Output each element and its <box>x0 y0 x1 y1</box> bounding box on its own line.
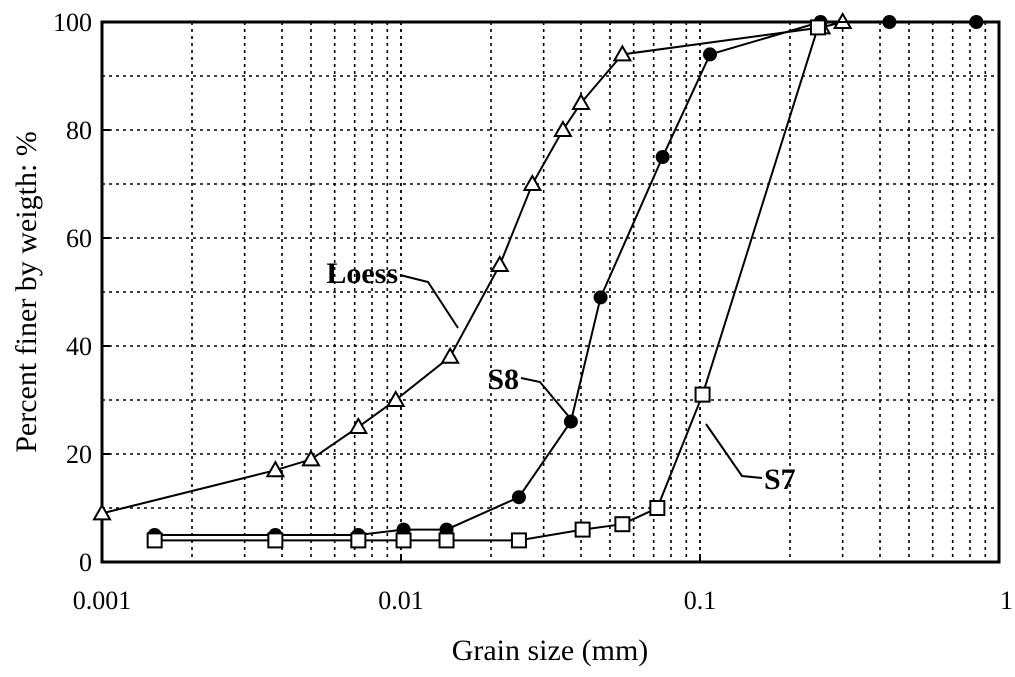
data-point-square <box>694 386 711 403</box>
series-loess <box>92 11 853 521</box>
data-point-square <box>438 532 455 549</box>
data-point-square <box>809 19 826 36</box>
data-point-square <box>267 532 284 549</box>
plot-frame <box>100 20 1001 564</box>
y-axis-title: Percent finer by weigth: % <box>10 131 43 453</box>
x-axis-title: Grain size (mm) <box>452 634 649 667</box>
data-point-triangle <box>265 460 286 478</box>
series-line <box>101 21 843 515</box>
y-tick-label: 80 <box>66 116 92 145</box>
series-line <box>154 27 819 542</box>
series-line <box>154 21 977 536</box>
data-point-triangle <box>522 173 543 191</box>
data-point-square <box>510 532 527 549</box>
data-point-circle <box>655 150 670 164</box>
series-s8 <box>147 15 984 542</box>
data-point-square <box>614 516 631 533</box>
data-point-circle <box>593 290 608 305</box>
annotation-label-s7: S7 <box>764 463 796 496</box>
data-point-square <box>146 532 163 549</box>
data-point-circle <box>702 47 717 62</box>
data-point-circle <box>969 15 984 29</box>
annotation-leader <box>705 423 763 479</box>
data-point-triangle <box>490 254 510 272</box>
series-layer <box>92 11 984 549</box>
x-tick-label: 0.001 <box>73 586 132 615</box>
grid <box>102 22 999 562</box>
data-point-square <box>395 532 412 549</box>
data-point-square <box>649 500 666 516</box>
data-point-triangle <box>301 449 321 467</box>
x-tick-label: 0.1 <box>684 586 717 615</box>
annotation-label-loess: Loess <box>326 257 398 290</box>
data-point-triangle <box>553 119 573 137</box>
data-point-circle <box>511 490 526 505</box>
data-point-square <box>350 532 367 549</box>
data-point-triangle <box>571 92 591 110</box>
annotation-leader <box>399 274 459 329</box>
data-point-circle <box>563 414 578 429</box>
y-tick-label: 100 <box>53 8 92 37</box>
data-point-triangle <box>92 503 112 521</box>
y-tick-label: 0 <box>79 548 92 577</box>
axis-ticks: 0.001 0.01 0.1 1 0 20 40 60 80 100 <box>53 8 1013 615</box>
data-point-square <box>574 521 591 538</box>
y-tick-label: 60 <box>66 224 92 253</box>
data-point-triangle <box>612 44 633 62</box>
y-tick-label: 20 <box>66 440 92 469</box>
series-s7 <box>146 19 826 549</box>
annotation-label-s8: S8 <box>487 363 519 396</box>
data-point-triangle <box>348 416 369 434</box>
x-tick-label: 0.01 <box>378 586 424 615</box>
x-tick-label: 1 <box>1000 586 1013 615</box>
data-point-circle <box>882 15 897 29</box>
annotation-layer: Loess S8 S7 <box>326 257 795 496</box>
data-point-triangle <box>385 389 406 407</box>
annotation-leader <box>520 377 571 419</box>
data-point-triangle <box>440 346 460 364</box>
y-tick-label: 40 <box>66 332 92 361</box>
